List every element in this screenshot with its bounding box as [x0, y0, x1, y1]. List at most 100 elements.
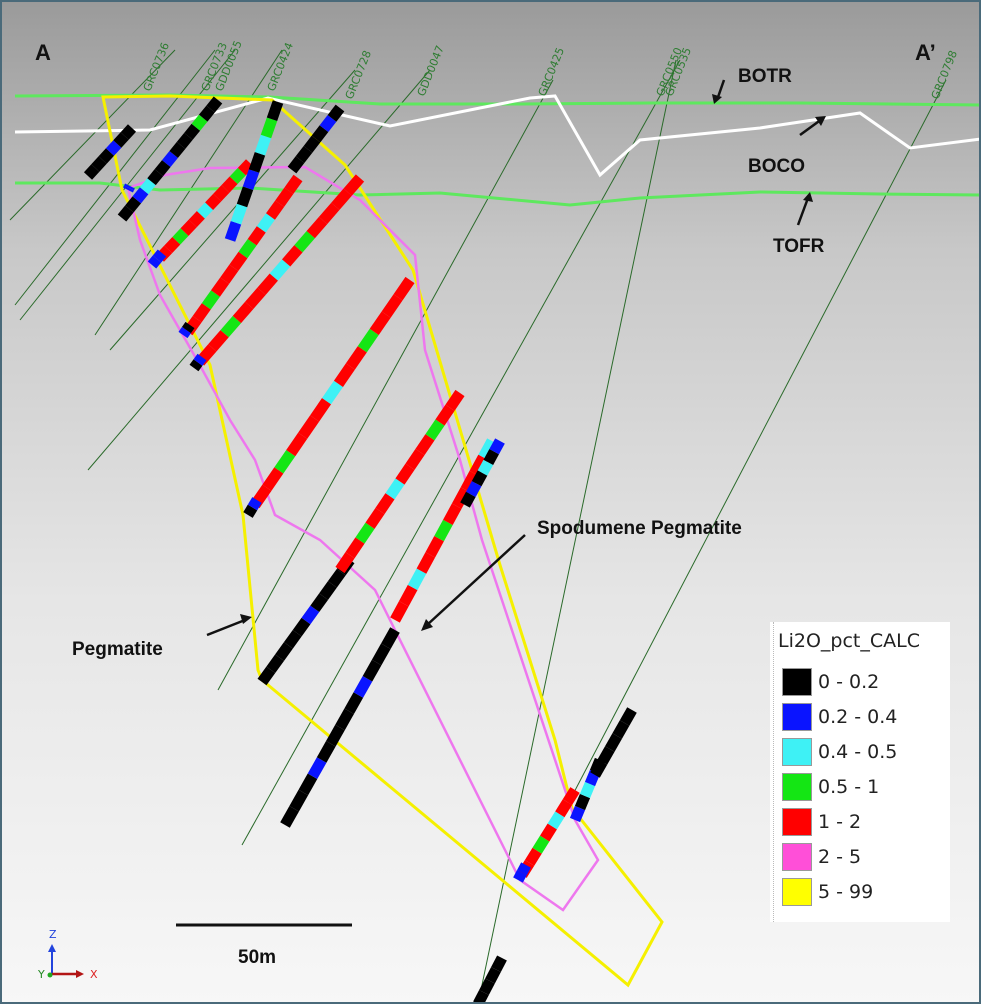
assay-interval [191, 114, 208, 131]
assay-interval [301, 605, 320, 625]
legend-row: 2 - 5 [782, 842, 861, 872]
assay-interval [266, 100, 284, 122]
assay-interval [266, 200, 285, 220]
legend-title: Li2O_pct_CALC [778, 630, 920, 652]
pegmatite-arrowhead [240, 614, 252, 624]
assay-interval [275, 187, 294, 207]
assay-interval [612, 720, 630, 739]
legend-swatch [782, 668, 812, 696]
assay-interval [282, 245, 303, 267]
assay-interval [247, 497, 262, 511]
assay-interval [434, 519, 453, 542]
assay-interval [375, 493, 395, 515]
assay-interval [316, 741, 336, 763]
assay-interval [260, 117, 278, 139]
assay-interval [319, 581, 337, 600]
legend-swatch [782, 703, 812, 731]
assay-interval [211, 277, 230, 297]
assay-interval [221, 176, 238, 193]
assay-interval [298, 415, 320, 439]
assay-interval [485, 966, 501, 984]
assay-interval [152, 249, 167, 263]
assay-interval [590, 759, 608, 778]
assay-interval [443, 503, 462, 525]
botr-label: BOTR [738, 66, 792, 87]
assay-interval [169, 141, 186, 158]
assay-interval [208, 330, 229, 352]
drillhole-trace[interactable] [109, 69, 356, 351]
assay-interval [189, 359, 203, 372]
legend-row: 0 - 0.2 [782, 667, 879, 697]
assay-interval [407, 568, 427, 591]
assay-interval [256, 213, 275, 233]
assay-interval [98, 148, 115, 164]
pegmatite-outline[interactable] [101, 94, 664, 988]
assay-interval [294, 231, 315, 253]
assay-interval [517, 862, 531, 876]
assay-interval [555, 799, 573, 818]
assay-interval [262, 467, 284, 491]
x-axis-arrowhead [76, 970, 84, 978]
assay-interval [237, 159, 254, 176]
assay-interval [245, 287, 266, 309]
assay-interval [477, 459, 494, 476]
assay-interval [471, 470, 488, 487]
pegmatite-arrow [206, 618, 246, 637]
boco-arrowhead [815, 116, 826, 126]
assay-interval [307, 757, 327, 779]
drillhole-trace[interactable] [87, 69, 431, 471]
assay-interval [333, 363, 355, 387]
legend-swatch [782, 878, 812, 906]
drillhole-trace[interactable] [9, 49, 176, 221]
assay-interval [345, 346, 367, 370]
legend-row: 5 - 99 [782, 877, 873, 907]
assay-interval [206, 96, 223, 113]
assay-interval [188, 211, 205, 228]
legend-swatch [782, 808, 812, 836]
assay-interval [335, 708, 354, 731]
assay-interval [205, 193, 222, 210]
assay-interval [369, 311, 391, 336]
assay-interval [236, 186, 254, 208]
legend-label: 1 - 2 [818, 811, 862, 833]
assay-interval [415, 434, 435, 456]
assay-interval [125, 196, 142, 213]
drillhole-trace[interactable] [569, 79, 947, 801]
assay-interval [280, 806, 299, 828]
assay-interval [180, 219, 197, 236]
assay-interval [229, 251, 248, 272]
assay-interval [284, 174, 303, 195]
drillhole-trace[interactable] [14, 49, 216, 306]
assay-interval [310, 398, 332, 422]
assay-interval [569, 805, 586, 823]
assay-interval [381, 627, 400, 649]
assay-interval [335, 552, 355, 574]
assay-interval [524, 847, 542, 866]
assay-interval [619, 707, 637, 726]
assay-interval [318, 202, 340, 225]
assay-interval [213, 185, 230, 202]
assay-interval [540, 823, 557, 842]
drillhole-trace[interactable] [477, 59, 677, 1004]
assay-interval [353, 676, 373, 698]
assay-segments [83, 96, 637, 1004]
scale-bar-label: 50m [238, 947, 276, 968]
assay-interval [319, 114, 337, 133]
assay-interval [229, 167, 246, 185]
assay-interval [243, 504, 258, 518]
spodumene-arrow [426, 534, 526, 626]
y-axis-dot [47, 972, 53, 978]
assay-interval [266, 654, 285, 674]
assay-interval [172, 228, 189, 245]
assay-interval [357, 328, 379, 353]
assay-interval [154, 160, 171, 177]
drillhole-trace[interactable] [217, 79, 554, 691]
assay-interval [298, 773, 318, 796]
assay-interval [547, 811, 565, 830]
drillhole-trace[interactable] [241, 59, 681, 846]
assay-interval [513, 869, 527, 883]
assay-interval [344, 692, 364, 714]
spodumene-outline[interactable] [126, 165, 600, 912]
